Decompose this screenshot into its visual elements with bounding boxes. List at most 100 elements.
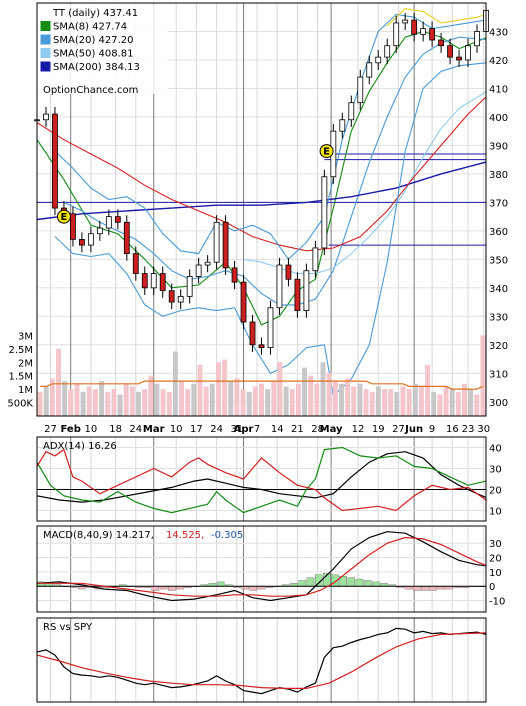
volume-bar: [345, 378, 351, 416]
candle-body: [357, 76, 364, 104]
candle-body: [222, 221, 229, 269]
price-axis-tick-label: 390: [489, 141, 508, 152]
chart-panels: 3003103203303403503603703803904004104204…: [7, 2, 508, 703]
price-axis-tick-label: 300: [489, 398, 508, 409]
candle-body: [204, 261, 211, 266]
volume-bar: [295, 383, 301, 416]
series-line-sma-200-: [36, 161, 487, 221]
candle-body: [420, 28, 427, 35]
volume-bar: [56, 348, 62, 416]
candle-body: [321, 176, 328, 249]
series-line-sma-20-: [63, 36, 487, 306]
volume-bar: [314, 383, 320, 416]
volume-bar: [203, 386, 209, 416]
candle-body: [465, 45, 471, 61]
volume-bar: [400, 386, 406, 416]
volume-bar: [443, 386, 449, 416]
legend-label: SMA(200) 384.13: [53, 62, 140, 73]
x-axis-tick-label: 10: [170, 424, 183, 435]
candle-body: [52, 113, 58, 209]
price-axis-tick-label: 340: [489, 284, 508, 295]
legend-label: TT (daily) 437.41: [52, 8, 138, 19]
volume-bar: [259, 383, 264, 416]
adx-series-di: [36, 448, 487, 512]
macd-histogram-bar: [298, 580, 307, 587]
volume-bar: [160, 389, 166, 416]
volume-bar: [209, 383, 215, 416]
candle-body: [348, 102, 355, 121]
candle-body: [393, 22, 400, 47]
x-axis-tick-label: 19: [372, 424, 385, 435]
volume-bar: [228, 381, 234, 416]
candle-body: [141, 273, 148, 289]
volume-panel: 3M 2.5M 2M 1.5M 1M 500K: [7, 331, 486, 416]
candle-body: [150, 273, 157, 289]
volume-bar: [375, 386, 381, 416]
volume-bar: [105, 391, 111, 416]
candle-body: [456, 56, 462, 61]
volume-axis-tick-label: 2.5M: [8, 345, 33, 356]
candle-body: [168, 290, 175, 303]
volume-bar: [369, 391, 375, 416]
macd-histogram-bar: [372, 581, 380, 587]
candle-body: [105, 216, 112, 229]
rs-panel-frame: [36, 617, 487, 703]
volume-bar: [129, 386, 135, 416]
volume-bar: [382, 389, 387, 416]
volume-axis-tick-label: 1M: [18, 385, 33, 396]
candle-body: [177, 295, 184, 303]
volume-bar: [474, 394, 480, 416]
volume-bar: [252, 386, 258, 416]
volume-bar: [117, 394, 123, 416]
volume-bar: [68, 389, 74, 416]
volume-bar: [289, 389, 295, 416]
price-axis-tick-label: 380: [489, 170, 508, 181]
volume-bar: [302, 367, 308, 416]
candle-body: [186, 276, 193, 297]
volume-bar: [357, 383, 363, 416]
volume-bar: [265, 389, 271, 416]
price-axis-tick-label: 330: [489, 312, 508, 323]
candle-body: [132, 253, 139, 274]
macd-histogram-bar: [421, 586, 429, 591]
x-axis-tick-label: 9: [429, 424, 435, 435]
volume-bar: [412, 383, 418, 416]
candle-body: [267, 307, 274, 349]
x-axis-tick-label: 27: [44, 424, 57, 435]
volume-bar: [308, 375, 314, 416]
candle-body: [429, 28, 436, 41]
earnings-marker: [319, 144, 334, 159]
price-axis-tick-label: 410: [489, 84, 508, 95]
x-axis-tick-label: 30: [477, 424, 490, 435]
volume-average-line: [40, 380, 484, 390]
x-axis-tick-label: 12: [352, 424, 365, 435]
adx-series-di: [36, 446, 487, 514]
volume-bar: [234, 378, 240, 416]
earnings-marker: [56, 209, 71, 224]
macd-histogram-bar: [412, 586, 421, 591]
watermark: OptionChance.com: [43, 85, 138, 96]
series-line-sma-100-: [36, 96, 487, 252]
adx-axis-tick-label: 10: [489, 507, 502, 518]
adx-axis-tick-label: 20: [489, 486, 502, 497]
volume-bar: [197, 364, 203, 416]
macd-axis-tick-label: 20: [489, 554, 502, 565]
volume-bar: [425, 364, 431, 416]
price-axis-tick-label: 320: [489, 341, 508, 352]
volume-bar: [431, 391, 437, 416]
adx-axis-tick-label: 40: [489, 444, 502, 455]
volume-bar: [123, 383, 129, 416]
volume-bar: [455, 391, 461, 416]
volume-bar: [406, 389, 412, 416]
x-axis-tick-label: 7: [254, 424, 260, 435]
candle-body: [366, 62, 373, 78]
volume-bar: [246, 391, 252, 416]
volume-bar: [363, 389, 369, 416]
volume-axis-tick-label: 500K: [7, 399, 33, 410]
series-line-outer-band: [386, 8, 487, 27]
volume-bar: [49, 378, 55, 416]
price-axis-tick-label: 350: [489, 255, 508, 266]
candle-body: [474, 31, 480, 47]
series-line-sma-50-: [243, 91, 487, 275]
legend-swatch: [40, 21, 51, 31]
